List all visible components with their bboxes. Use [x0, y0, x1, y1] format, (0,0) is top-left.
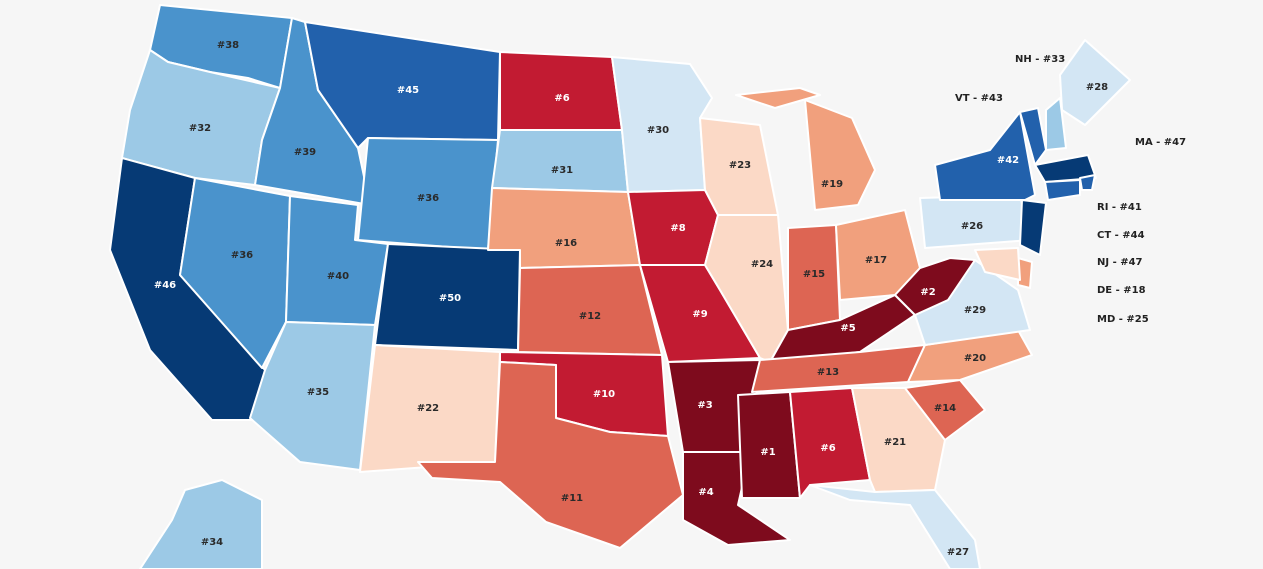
state-rank-label-ne: #16 — [555, 238, 577, 249]
state-rank-label-va: #29 — [964, 305, 986, 316]
state-rank-label-ut: #40 — [327, 271, 349, 282]
state-rank-label-ky: #5 — [840, 323, 855, 334]
state-rank-label-tx: #11 — [561, 493, 583, 504]
state-rank-label-fl: #27 — [947, 547, 969, 558]
states-layer — [109, 4, 1131, 569]
state-labels-layer: #38 #32 #46 #39 #36 #45 #36 #40 #35 #50 #22 #6 #31 #1… — [154, 40, 1108, 558]
state-sc — [904, 379, 986, 441]
state-rank-label-wa: #38 — [217, 40, 239, 51]
state-fl — [809, 484, 981, 569]
callout-nh: NH - #33 — [1015, 54, 1065, 65]
state-ct — [1044, 179, 1081, 201]
state-rank-label-me: #28 — [1086, 82, 1108, 93]
state-rank-label-sc: #14 — [934, 403, 956, 414]
callout-ma: MA - #47 — [1135, 137, 1186, 148]
state-rank-label-al: #6 — [820, 443, 835, 454]
state-rank-label-wi: #23 — [729, 160, 751, 171]
state-ks — [517, 264, 663, 356]
state-rank-label-co: #50 — [439, 293, 461, 304]
state-nh — [1045, 97, 1067, 151]
callout-ct: CT - #44 — [1097, 230, 1145, 241]
state-rank-label-in: #15 — [803, 269, 825, 280]
state-rank-label-ms: #1 — [760, 447, 775, 458]
state-ny — [934, 111, 1036, 201]
state-rank-label-mo: #9 — [692, 309, 707, 320]
state-rank-label-az: #35 — [307, 387, 329, 398]
state-ri — [1079, 174, 1096, 191]
state-rank-label-ny: #42 — [997, 155, 1019, 166]
callout-de: DE - #18 — [1097, 285, 1146, 296]
state-rank-label-wv: #2 — [920, 287, 935, 298]
state-rank-label-la: #4 — [698, 487, 713, 498]
state-rank-label-ok: #10 — [593, 389, 615, 400]
state-rank-label-ia: #8 — [670, 223, 685, 234]
callout-ri: RI - #41 — [1097, 202, 1142, 213]
callout-nj: NJ - #47 — [1097, 257, 1143, 268]
state-tx — [417, 361, 684, 549]
state-rank-label-il: #24 — [751, 259, 773, 270]
callout-md: MD - #25 — [1097, 314, 1149, 325]
callout-vt: VT - #43 — [955, 93, 1003, 104]
state-ak — [139, 479, 263, 569]
state-rank-label-ar: #3 — [697, 400, 712, 411]
state-rank-label-mi: #19 — [821, 179, 843, 190]
state-rank-label-nc: #20 — [964, 353, 986, 364]
state-rank-label-nv: #36 — [231, 250, 253, 261]
state-rank-label-mt: #45 — [397, 85, 419, 96]
state-rank-label-nm: #22 — [417, 403, 439, 414]
state-rank-label-pa: #26 — [961, 221, 983, 232]
state-rank-label-mn: #30 — [647, 125, 669, 136]
state-az — [249, 321, 376, 471]
state-nd — [499, 51, 623, 131]
state-rank-label-ca: #46 — [154, 280, 176, 291]
state-rank-label-ak: #34 — [201, 537, 223, 548]
state-al — [789, 387, 871, 499]
small-states-layer — [974, 97, 1097, 289]
state-sd — [491, 129, 629, 193]
state-rank-label-ks: #12 — [579, 311, 601, 322]
state-md — [974, 247, 1021, 281]
state-ma — [1034, 154, 1097, 183]
callouts-layer: NH - #33 VT - #43 MA - #47 RI - #41 CT - #44… — [955, 54, 1186, 325]
state-nv — [179, 177, 291, 369]
state-rank-label-sd: #31 — [551, 165, 573, 176]
state-wv — [894, 257, 976, 316]
state-rank-label-id: #39 — [294, 147, 316, 158]
state-rank-label-ga: #21 — [884, 437, 906, 448]
state-rank-label-nd: #6 — [554, 93, 569, 104]
state-nj — [1019, 199, 1047, 256]
state-rank-label-wy: #36 — [417, 193, 439, 204]
state-rank-label-oh: #17 — [865, 255, 887, 266]
state-rank-label-tn: #13 — [817, 367, 839, 378]
state-mi — [735, 87, 876, 211]
state-rank-label-or: #32 — [189, 123, 211, 134]
